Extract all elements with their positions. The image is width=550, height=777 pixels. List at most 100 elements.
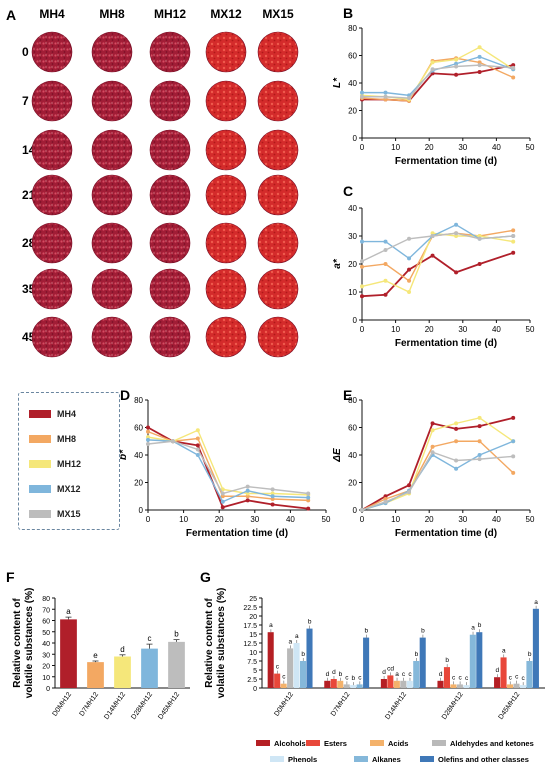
legend-label: Aldehydes and ketones [450, 739, 534, 748]
data-point [477, 453, 482, 457]
x-tick-label: 40 [492, 515, 501, 524]
data-point [245, 484, 250, 489]
bar [356, 684, 363, 688]
data-point [454, 234, 459, 238]
sample-photo [205, 80, 247, 122]
sample-photo [205, 31, 247, 73]
data-point [195, 428, 200, 433]
data-point [245, 498, 250, 503]
x-tick-label: 30 [250, 515, 259, 524]
legend-item: Phenols [270, 755, 317, 764]
significance-letter: e [93, 651, 98, 660]
y-tick-label: 60 [42, 619, 50, 626]
series-legend: MH4 MH8 MH12 MX12 MX15 [18, 392, 120, 530]
sample-photo [257, 31, 299, 73]
data-point [511, 75, 516, 80]
significance-letter: d [439, 671, 443, 678]
x-tick-label: 0 [360, 143, 365, 152]
legend-item: Aldehydes and ketones [432, 739, 534, 748]
significance-letter: cd [387, 665, 394, 672]
x-tick-label: 10 [391, 515, 400, 524]
data-point [477, 60, 482, 65]
data-point [511, 65, 516, 70]
sample-photo [91, 31, 133, 73]
data-point [511, 454, 516, 459]
data-point [383, 94, 388, 99]
x-tick-label: 50 [526, 515, 535, 524]
legend-swatch [306, 740, 320, 746]
data-point [146, 429, 150, 434]
data-point [195, 436, 200, 441]
legend-label: Alkanes [372, 755, 401, 764]
sample-photo [149, 31, 191, 73]
y-tick-label: 80 [348, 396, 357, 405]
y-tick-label: 0 [353, 316, 358, 325]
sample-photo [91, 80, 133, 122]
y-tick-label: 60 [348, 424, 357, 433]
data-point [360, 294, 364, 299]
data-point [146, 435, 150, 440]
data-point [360, 508, 364, 512]
legend-item: MH4 [29, 407, 76, 421]
data-point [195, 443, 200, 448]
sample-photo [91, 129, 133, 171]
x-tick-label: D14MH12 [384, 691, 408, 721]
data-point [477, 54, 482, 59]
significance-letter: b [415, 651, 419, 658]
y-axis-label: volatile substances (%) [24, 588, 35, 699]
line-chart-d: 0 10 20 30 40 50 0 20 40 60 80 Fermentation time (d… [118, 396, 331, 539]
bar [168, 641, 185, 688]
bar [413, 661, 420, 688]
data-point [407, 290, 412, 294]
data-point [477, 424, 482, 429]
legend-swatch [29, 460, 51, 468]
legend-label: MX15 [57, 509, 81, 519]
bar [343, 684, 350, 688]
x-tick-label: 10 [391, 325, 400, 334]
sample-photo [149, 268, 191, 310]
data-point [146, 442, 150, 446]
sample-photo [205, 316, 247, 358]
significance-letter: d [382, 669, 386, 676]
panel-label-g: G [200, 569, 211, 585]
significance-letter: a [288, 638, 292, 645]
bar [500, 657, 507, 688]
bar [280, 683, 287, 688]
data-point [511, 228, 516, 233]
x-tick-label: 0 [360, 325, 365, 334]
sample-photo [149, 174, 191, 216]
data-point [477, 415, 482, 420]
photo-row-label: 0 [22, 45, 29, 59]
significance-letter: d [332, 669, 336, 676]
legend-swatch [256, 740, 270, 746]
bar [363, 637, 370, 688]
data-point [383, 239, 388, 244]
significance-letter: b [352, 675, 356, 682]
x-tick-label: D0MH12 [273, 691, 295, 718]
significance-letter: d [495, 667, 499, 674]
bar [400, 680, 407, 688]
y-tick-label: 60 [348, 52, 357, 61]
y-tick-label: 80 [42, 596, 50, 603]
sample-photo [91, 222, 133, 264]
bar [513, 683, 520, 688]
x-tick-label: 20 [425, 325, 434, 334]
bar [274, 673, 281, 688]
y-tick-label: 25 [249, 596, 257, 603]
sample-photo [257, 222, 299, 264]
data-point [195, 453, 200, 457]
y-tick-label: 80 [134, 396, 143, 405]
data-point [430, 67, 435, 72]
data-point [407, 256, 412, 261]
data-point [270, 502, 275, 507]
photo-column-label: MH8 [99, 7, 125, 21]
data-point [454, 222, 459, 227]
sample-photo [149, 129, 191, 171]
sample-photo [149, 80, 191, 122]
x-axis-label: Fermentation time (d) [395, 156, 497, 167]
data-point [383, 262, 388, 266]
legend-item: Acids [370, 739, 408, 748]
significance-letter: b [308, 619, 312, 626]
legend-swatch [29, 435, 51, 443]
line-chart-b: 0 10 20 30 40 50 0 20 40 60 80 Fermentation time (d… [332, 24, 535, 167]
